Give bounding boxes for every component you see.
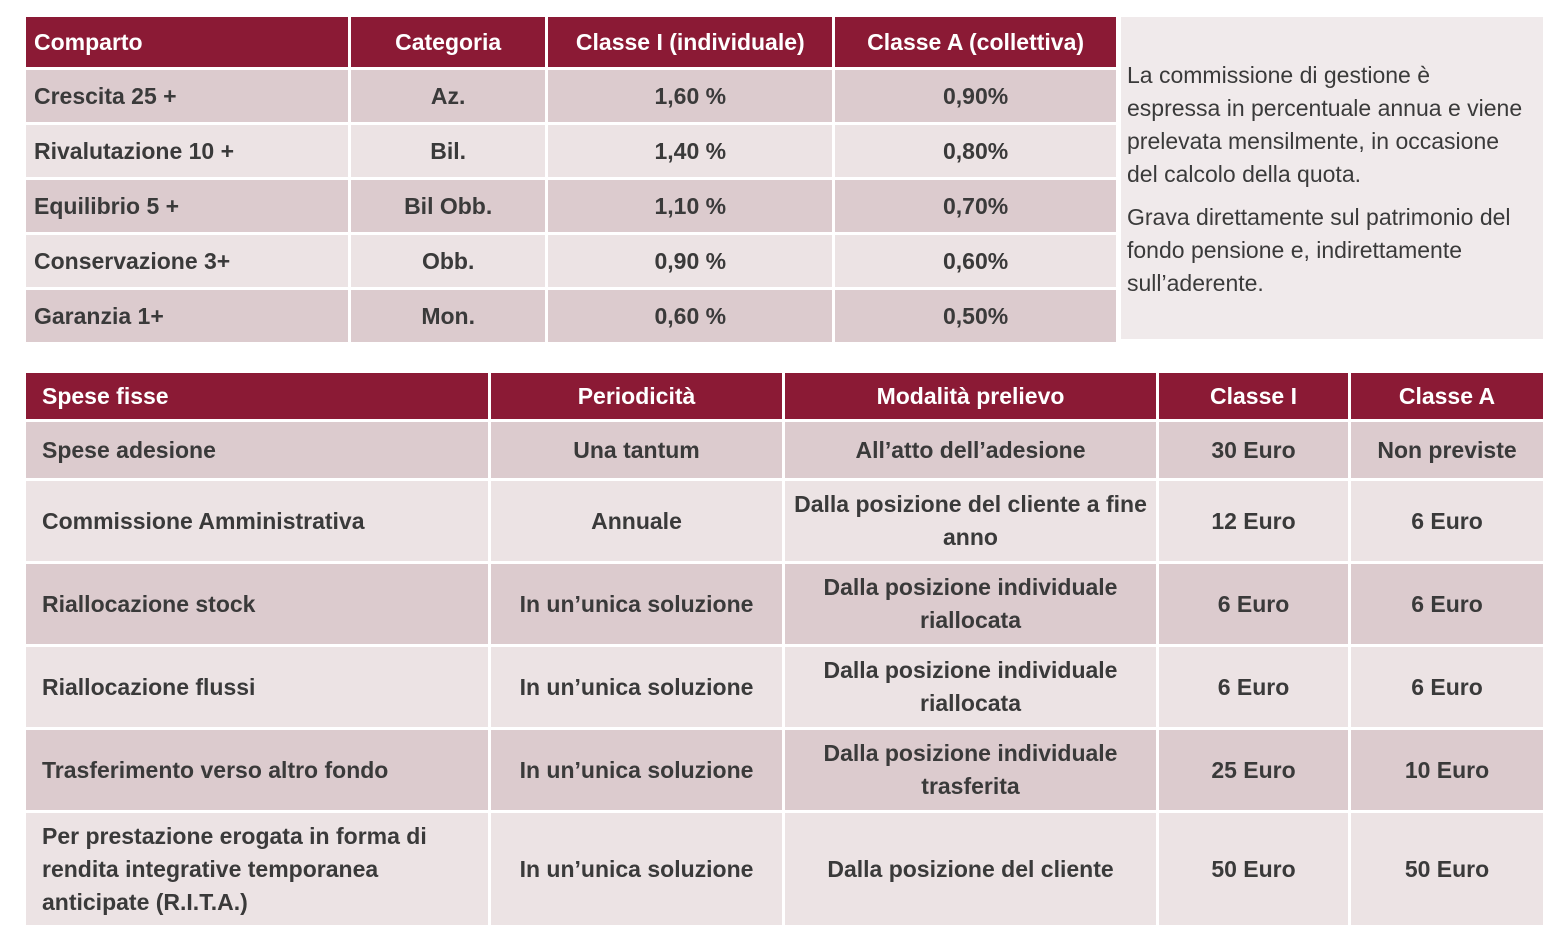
- cell-categoria: Obb.: [350, 235, 546, 287]
- cell-comparto: Equilibrio 5 +: [26, 180, 348, 232]
- cell-spesa: Per prestazione erogata in forma di rend…: [26, 813, 488, 925]
- cell-periodicita: In un’unica soluzione: [491, 647, 782, 727]
- management-fee-table: Comparto Categoria Classe I (individuale…: [23, 14, 1119, 345]
- cell-classe-i: 12 Euro: [1159, 481, 1348, 561]
- cell-comparto: Garanzia 1+: [26, 290, 348, 342]
- header-classe-a: Classe A (collettiva): [835, 17, 1116, 67]
- table-row: Conservazione 3+ Obb. 0,90 % 0,60%: [26, 235, 1116, 287]
- header-spese-fisse: Spese fisse: [26, 373, 488, 419]
- cell-classe-i: 1,60 %: [548, 70, 833, 122]
- table-row: Rivalutazione 10 + Bil. 1,40 % 0,80%: [26, 125, 1116, 177]
- fixed-costs-table: Spese fisse Periodicità Modalità preliev…: [23, 370, 1546, 928]
- cell-classe-a: 0,50%: [835, 290, 1116, 342]
- cell-classe-a: 0,90%: [835, 70, 1116, 122]
- cell-classe-a: 6 Euro: [1351, 481, 1543, 561]
- cell-comparto: Rivalutazione 10 +: [26, 125, 348, 177]
- cell-periodicita: Una tantum: [491, 422, 782, 478]
- cell-spesa: Trasferimento verso altro fondo: [26, 730, 488, 810]
- header-classe-i: Classe I: [1159, 373, 1348, 419]
- cell-spesa: Spese adesione: [26, 422, 488, 478]
- header-classe-i: Classe I (individuale): [548, 17, 833, 67]
- cell-periodicita: In un’unica soluzione: [491, 730, 782, 810]
- cell-classe-i: 30 Euro: [1159, 422, 1348, 478]
- table-row: Crescita 25 + Az. 1,60 % 0,90%: [26, 70, 1116, 122]
- table-row: Equilibrio 5 + Bil Obb. 1,10 % 0,70%: [26, 180, 1116, 232]
- cell-spesa: Commissione Amministrativa: [26, 481, 488, 561]
- cell-classe-a: 0,60%: [835, 235, 1116, 287]
- cell-comparto: Crescita 25 +: [26, 70, 348, 122]
- table-row: Garanzia 1+ Mon. 0,60 % 0,50%: [26, 290, 1116, 342]
- cell-comparto: Conservazione 3+: [26, 235, 348, 287]
- table-row: Trasferimento verso altro fondo In un’un…: [26, 730, 1543, 810]
- cell-classe-i: 1,40 %: [548, 125, 833, 177]
- header-classe-a: Classe A: [1351, 373, 1543, 419]
- cell-categoria: Bil.: [350, 125, 546, 177]
- cell-categoria: Az.: [350, 70, 546, 122]
- header-modalita-prelievo: Modalità prelievo: [785, 373, 1156, 419]
- cell-classe-i: 0,90 %: [548, 235, 833, 287]
- table-header-row: Comparto Categoria Classe I (individuale…: [26, 17, 1116, 67]
- cell-classe-a: 6 Euro: [1351, 647, 1543, 727]
- cell-classe-i: 6 Euro: [1159, 647, 1348, 727]
- cell-modalita: Dalla posizione individuale riallocata: [785, 564, 1156, 644]
- table-row: Riallocazione flussi In un’unica soluzio…: [26, 647, 1543, 727]
- header-periodicita: Periodicità: [491, 373, 782, 419]
- cell-classe-i: 0,60 %: [548, 290, 833, 342]
- cell-modalita: All’atto dell’adesione: [785, 422, 1156, 478]
- cell-modalita: Dalla posizione individuale trasferita: [785, 730, 1156, 810]
- table-row: Spese adesione Una tantum All’atto dell’…: [26, 422, 1543, 478]
- table-row: Per prestazione erogata in forma di rend…: [26, 813, 1543, 925]
- note-paragraph-2: Grava direttamente sul patrimonio del fo…: [1127, 204, 1511, 296]
- cell-classe-a: Non previste: [1351, 422, 1543, 478]
- cell-classe-a: 0,70%: [835, 180, 1116, 232]
- cell-spesa: Riallocazione flussi: [26, 647, 488, 727]
- cell-modalita: Dalla posizione del cliente a fine anno: [785, 481, 1156, 561]
- cell-classe-a: 0,80%: [835, 125, 1116, 177]
- cell-periodicita: In un’unica soluzione: [491, 813, 782, 925]
- table-row: Riallocazione stock In un’unica soluzion…: [26, 564, 1543, 644]
- note-paragraph-1: La commissione di gestione è espressa in…: [1127, 62, 1523, 187]
- cell-periodicita: In un’unica soluzione: [491, 564, 782, 644]
- fee-note: La commissione di gestione è espressa in…: [1121, 17, 1543, 339]
- cell-modalita: Dalla posizione del cliente: [785, 813, 1156, 925]
- header-comparto: Comparto: [26, 17, 348, 67]
- cell-periodicita: Annuale: [491, 481, 782, 561]
- cell-classe-i: 50 Euro: [1159, 813, 1348, 925]
- cell-spesa: Riallocazione stock: [26, 564, 488, 644]
- header-categoria: Categoria: [350, 17, 546, 67]
- cell-categoria: Bil Obb.: [350, 180, 546, 232]
- table-row: Commissione Amministrativa Annuale Dalla…: [26, 481, 1543, 561]
- cell-classe-i: 6 Euro: [1159, 564, 1348, 644]
- cell-classe-i: 1,10 %: [548, 180, 833, 232]
- cell-classe-i: 25 Euro: [1159, 730, 1348, 810]
- cell-modalita: Dalla posizione individuale riallocata: [785, 647, 1156, 727]
- table-header-row: Spese fisse Periodicità Modalità preliev…: [26, 373, 1543, 419]
- cell-categoria: Mon.: [350, 290, 546, 342]
- cell-classe-a: 6 Euro: [1351, 564, 1543, 644]
- cell-classe-a: 10 Euro: [1351, 730, 1543, 810]
- cell-classe-a: 50 Euro: [1351, 813, 1543, 925]
